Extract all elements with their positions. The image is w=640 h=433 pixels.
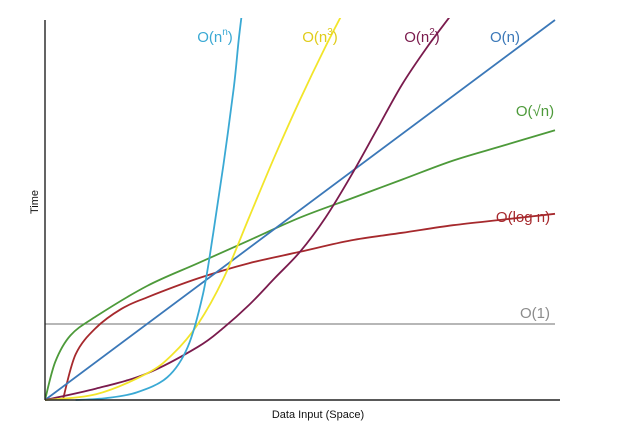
y-axis-label: Time <box>29 190 41 214</box>
series-label-log: O(log n) <box>496 209 550 226</box>
series-label-const: O(1) <box>520 305 550 322</box>
series-label-sqrt: O(√n) <box>516 103 554 120</box>
series-label-exp: O(nn) <box>197 27 233 46</box>
series-label-quad: O(n2) <box>404 27 440 46</box>
series-line-log <box>61 212 556 401</box>
series-line-linear <box>45 19 556 401</box>
series-label-linear: O(n) <box>490 29 520 46</box>
series-line-quad <box>45 18 450 401</box>
series-layer <box>45 18 556 401</box>
series-line-sqrt <box>45 129 556 401</box>
label-layer: O(1) O(log n) O(√n) O(n) O(n2) O(n3) O(nn) <box>197 27 554 322</box>
series-line-cubic <box>45 18 342 401</box>
x-axis-label: Data Input (Space) <box>272 409 364 421</box>
series-line-exp <box>75 18 243 401</box>
series-label-cubic: O(n3) <box>302 27 338 46</box>
